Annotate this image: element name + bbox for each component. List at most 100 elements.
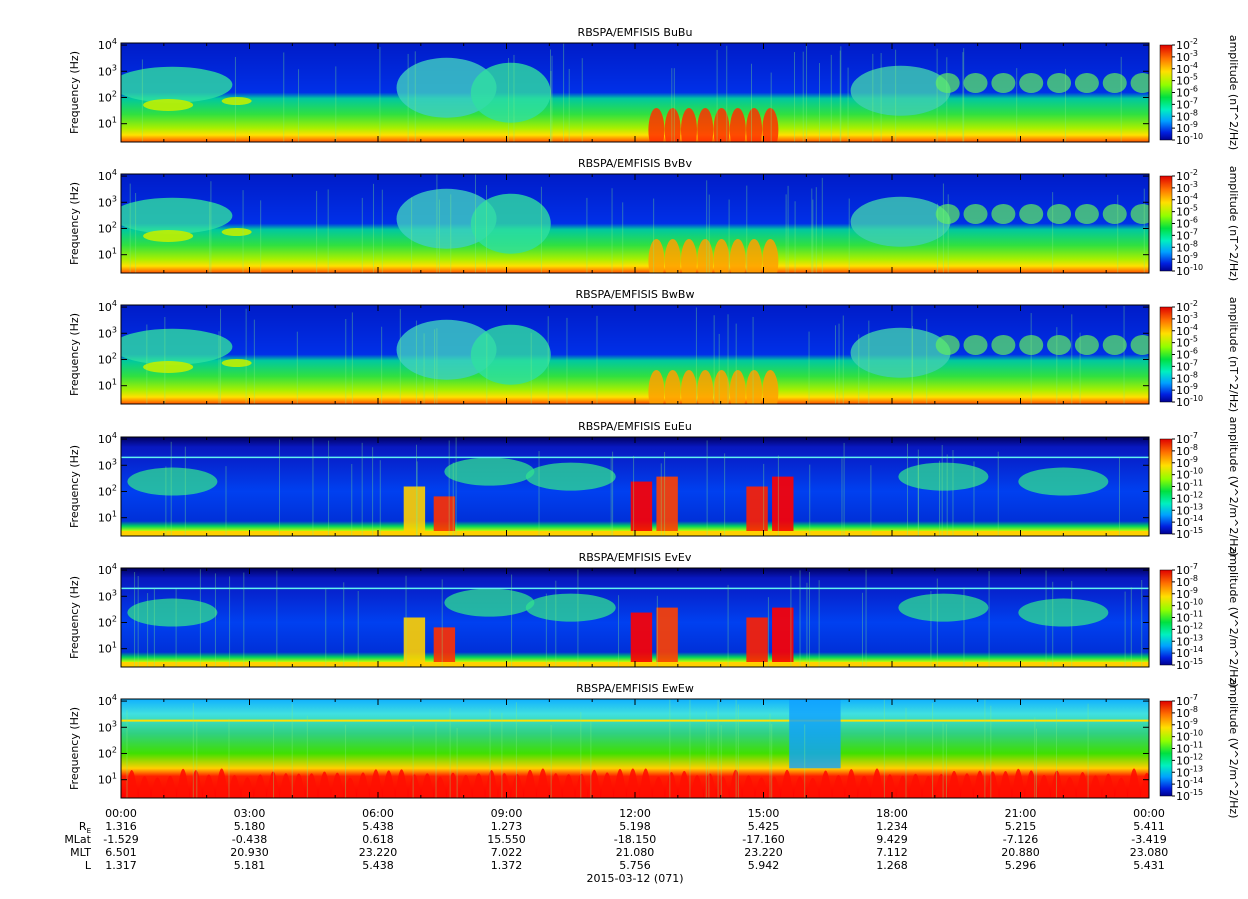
ephemeris-value: 5.181 [234,859,266,872]
wave-emission [746,108,763,142]
x-tick-label: 00:00 [105,807,137,820]
wave-emission [266,771,280,798]
colorbar-label: amplitude (V^2/m^2/Hz) [1227,417,1240,557]
ephemeris-label: MLT [70,846,91,859]
colorbar-tick-label: 10-6 [1176,85,1198,100]
ephemeris-value: 7.022 [491,846,523,859]
colorbar-tick-label: 10-15 [1176,657,1203,672]
ephemeris-value: 23.220 [744,846,783,859]
wave-emission [746,486,768,536]
wave-emission [446,772,460,798]
wave-emission [742,775,755,798]
y-tick-label: 104 [98,168,117,183]
colorbar-tick-label: 10-12 [1176,490,1203,505]
x-tick-label: 12:00 [619,807,651,820]
wave-emission [656,607,678,667]
wave-emission [613,768,627,798]
wave-emission [935,204,960,224]
wave-emission [690,775,704,798]
colorbar-tick-label: 10-5 [1176,73,1198,88]
colorbar-tick-label: 10-10 [1176,132,1203,147]
panel-title: RBSPA/EMFISIS EwEw [576,682,694,695]
wave-emission [382,770,396,798]
x-tick-label: 03:00 [234,807,266,820]
wave-emission [664,239,681,273]
wave-emission [562,774,576,798]
panel-title: RBSPA/EMFISIS BuBu [578,26,693,39]
wave-emission [630,612,653,667]
colorbar-label: amplitude (nT^2/Hz) [1227,297,1240,412]
wave-emission [729,769,743,798]
wave-emission [819,770,833,798]
wave-emission [934,774,948,798]
ephemeris-value: 1.268 [876,859,908,872]
ephemeris-value: 5.438 [362,820,394,833]
wave-emission [762,108,779,142]
wave-emission [143,99,194,111]
wave-emission [648,370,665,404]
colorbar-tick-label: 10-10 [1176,729,1203,744]
colorbar-tick-label: 10-8 [1176,705,1198,720]
ephemeris-label: MLat [64,833,91,846]
wave-emission [343,777,357,798]
wave-emission [1074,335,1099,355]
wave-emission [680,370,697,404]
wave-emission [1019,335,1044,355]
wave-emission [221,359,252,367]
wave-emission [850,65,951,116]
y-tick-label: 104 [98,299,117,314]
y-tick-label: 104 [98,431,117,446]
spectrogram-panel: RBSPA/EMFISIS BvBv Frequency (Hz) 101 102 10… [68,157,1240,281]
wave-emission [789,699,841,769]
wave-emission [1047,73,1072,93]
colorbar-tick-label: 10-10 [1176,394,1203,409]
wave-emission [240,777,254,798]
wave-emission [639,768,653,798]
wave-emission [150,777,164,798]
wave-emission [762,370,779,404]
wave-emission [986,771,1000,798]
wave-emission [407,774,421,798]
wave-emission [664,772,678,798]
wave-emission [1101,773,1115,798]
ephemeris-value: 1.372 [491,859,523,872]
wave-emission [121,197,233,234]
colorbar-tick-label: 10-11 [1176,479,1203,494]
wave-emission [870,768,884,798]
wave-emission [762,239,779,273]
wave-emission [844,769,858,798]
wave-emission [228,774,241,798]
y-tick-label: 101 [98,641,117,656]
spectrogram-background [121,174,1149,273]
ephemeris-value: 5.425 [748,820,780,833]
ephemeris-value: 0.618 [362,833,394,846]
wave-emission [1019,73,1044,93]
wave-emission [947,770,961,798]
y-tick-label: 102 [98,483,117,498]
wave-emission [202,774,216,798]
wave-emission [680,239,697,273]
wave-emission [664,108,681,142]
wave-emission [1130,73,1149,93]
y-tick-label: 103 [98,194,117,209]
wave-emission [1018,467,1109,496]
spectrogram-image [121,437,1149,536]
colorbar-tick-label: 10-8 [1176,574,1198,589]
y-tick-label: 102 [98,614,117,629]
colorbar-tick-label: 10-15 [1176,526,1203,541]
y-tick-label: 104 [98,693,117,708]
spectrogram-panel: RBSPA/EMFISIS EuEu Frequency (Hz) 101 102 10… [68,417,1240,557]
wave-emission [221,228,252,236]
wave-emission [253,774,267,798]
colorbar-label: amplitude (nT^2/Hz) [1227,166,1240,281]
wave-emission [215,768,229,798]
wave-emission [1102,335,1127,355]
colorbar-tick-label: 10-11 [1176,610,1203,625]
wave-emission [772,476,794,536]
wave-emission [729,370,746,404]
x-tick-label: 00:00 [1133,807,1165,820]
wave-emission [1127,768,1141,798]
ephemeris-value: -7.126 [1003,833,1038,846]
colorbar-tick-label: 10-8 [1176,108,1198,123]
